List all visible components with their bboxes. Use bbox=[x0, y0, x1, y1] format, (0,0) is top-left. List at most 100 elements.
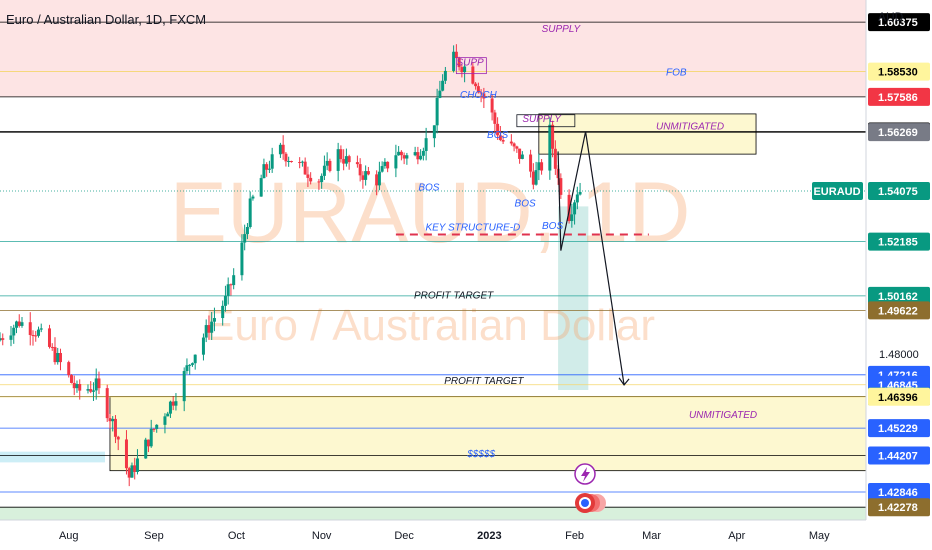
candle-body bbox=[309, 177, 313, 182]
candle-body bbox=[267, 168, 271, 170]
candle-body bbox=[72, 382, 76, 389]
candle-body bbox=[457, 58, 461, 68]
price-label-bg bbox=[868, 87, 930, 106]
candle-body bbox=[69, 375, 73, 383]
time-tick: Sep bbox=[144, 530, 164, 542]
candle-body bbox=[193, 354, 197, 364]
candle-body bbox=[144, 439, 148, 459]
price-label-bg bbox=[868, 498, 930, 517]
price-label-text: 1.46396 bbox=[878, 392, 918, 404]
candle-body bbox=[573, 202, 577, 215]
price-label-text: 1.44207 bbox=[878, 450, 918, 462]
candle-body bbox=[380, 166, 384, 172]
time-tick: Mar bbox=[642, 530, 661, 542]
candle-body bbox=[210, 321, 214, 333]
candle-body bbox=[262, 164, 266, 179]
annotation-label: BOS bbox=[418, 182, 439, 193]
candle-body bbox=[289, 161, 293, 163]
price-label-bg bbox=[868, 419, 930, 438]
candle-body bbox=[105, 388, 109, 419]
last-price-bg bbox=[868, 181, 930, 200]
price-axis[interactable]: 1.480001.603751.585301.575861.562931.562… bbox=[812, 0, 932, 520]
candle-body bbox=[278, 144, 282, 155]
candle-body bbox=[166, 413, 170, 417]
candle-body bbox=[366, 171, 370, 175]
candle-body bbox=[328, 160, 332, 171]
candle-body bbox=[182, 371, 186, 402]
price-label-text: 1.45229 bbox=[878, 423, 918, 435]
candle-body bbox=[226, 284, 230, 296]
candle-body bbox=[232, 275, 236, 286]
candle-body bbox=[498, 135, 502, 141]
candle-body bbox=[1, 338, 5, 340]
supp-box bbox=[455, 57, 487, 75]
candle-body bbox=[501, 140, 505, 142]
candle-body bbox=[130, 465, 134, 478]
candle-body bbox=[435, 97, 439, 126]
symbol-tag-text: EURAUD bbox=[813, 186, 860, 198]
candle-body bbox=[553, 148, 557, 169]
candle-body bbox=[135, 458, 139, 472]
candle-body bbox=[443, 70, 447, 81]
candle-body bbox=[229, 284, 233, 286]
price-label: 1.45229 bbox=[868, 419, 930, 438]
candle-body bbox=[56, 352, 60, 363]
price-label: 1.57586 bbox=[868, 87, 930, 106]
candle-body bbox=[91, 390, 95, 392]
candle-body bbox=[463, 66, 467, 73]
price-label: 1.56269 bbox=[868, 123, 930, 142]
candle-body bbox=[75, 384, 79, 389]
candle-body bbox=[570, 214, 574, 222]
candle-body bbox=[86, 389, 90, 391]
candle-body bbox=[284, 153, 288, 162]
lightning-icon[interactable] bbox=[574, 463, 596, 485]
candle-body bbox=[12, 327, 16, 336]
candle-body bbox=[421, 150, 425, 156]
time-axis[interactable]: Aug Sep Oct Nov Dec 2023 Feb Mar Apr May bbox=[0, 519, 932, 550]
candle-body bbox=[559, 178, 563, 195]
candle-body bbox=[383, 161, 387, 167]
candle-body bbox=[518, 148, 522, 159]
candle-body bbox=[281, 144, 285, 154]
price-label: 1.60375 bbox=[868, 13, 930, 32]
candle-body bbox=[424, 138, 428, 151]
watermark-symbol: EURAUD, 1D bbox=[170, 165, 691, 261]
symbol-tag-bg bbox=[812, 181, 863, 200]
candle-body bbox=[471, 66, 475, 84]
candle-body bbox=[358, 164, 362, 176]
economic-events-icon[interactable] bbox=[575, 493, 606, 513]
watermark-name: Euro / Australian Dollar bbox=[205, 301, 655, 350]
candle-body bbox=[50, 346, 54, 348]
candle-body bbox=[149, 428, 153, 447]
candle-body bbox=[347, 156, 351, 163]
candle-body bbox=[575, 194, 579, 203]
candle-body bbox=[482, 93, 486, 99]
candle-body bbox=[155, 424, 159, 429]
event-icons[interactable] bbox=[574, 463, 606, 513]
candle-body bbox=[441, 80, 445, 91]
price-label-text: 1.42278 bbox=[878, 502, 918, 514]
projection-path bbox=[557, 131, 625, 385]
candles-layer bbox=[0, 44, 582, 487]
candle-body bbox=[537, 162, 541, 171]
time-tick: Feb bbox=[565, 530, 584, 542]
price-label-bg bbox=[868, 13, 930, 32]
price-label-bg bbox=[868, 482, 930, 501]
candle-body bbox=[163, 416, 167, 425]
candle-body bbox=[223, 295, 227, 306]
candle-body bbox=[270, 154, 274, 169]
candle-body bbox=[243, 234, 247, 243]
annotation-label: BOS bbox=[515, 198, 536, 209]
candle-body bbox=[39, 328, 43, 330]
price-label: 1.44207 bbox=[868, 446, 930, 465]
candle-body bbox=[20, 322, 24, 326]
candle-body bbox=[496, 123, 500, 136]
candle-body bbox=[540, 162, 544, 171]
price-label: 1.49622 bbox=[868, 301, 930, 320]
candle-body bbox=[361, 175, 365, 180]
time-tick: Aug bbox=[59, 530, 79, 542]
price-label-text: 1.57586 bbox=[878, 92, 918, 104]
price-label-bg bbox=[868, 123, 930, 142]
candle-body bbox=[152, 428, 156, 430]
